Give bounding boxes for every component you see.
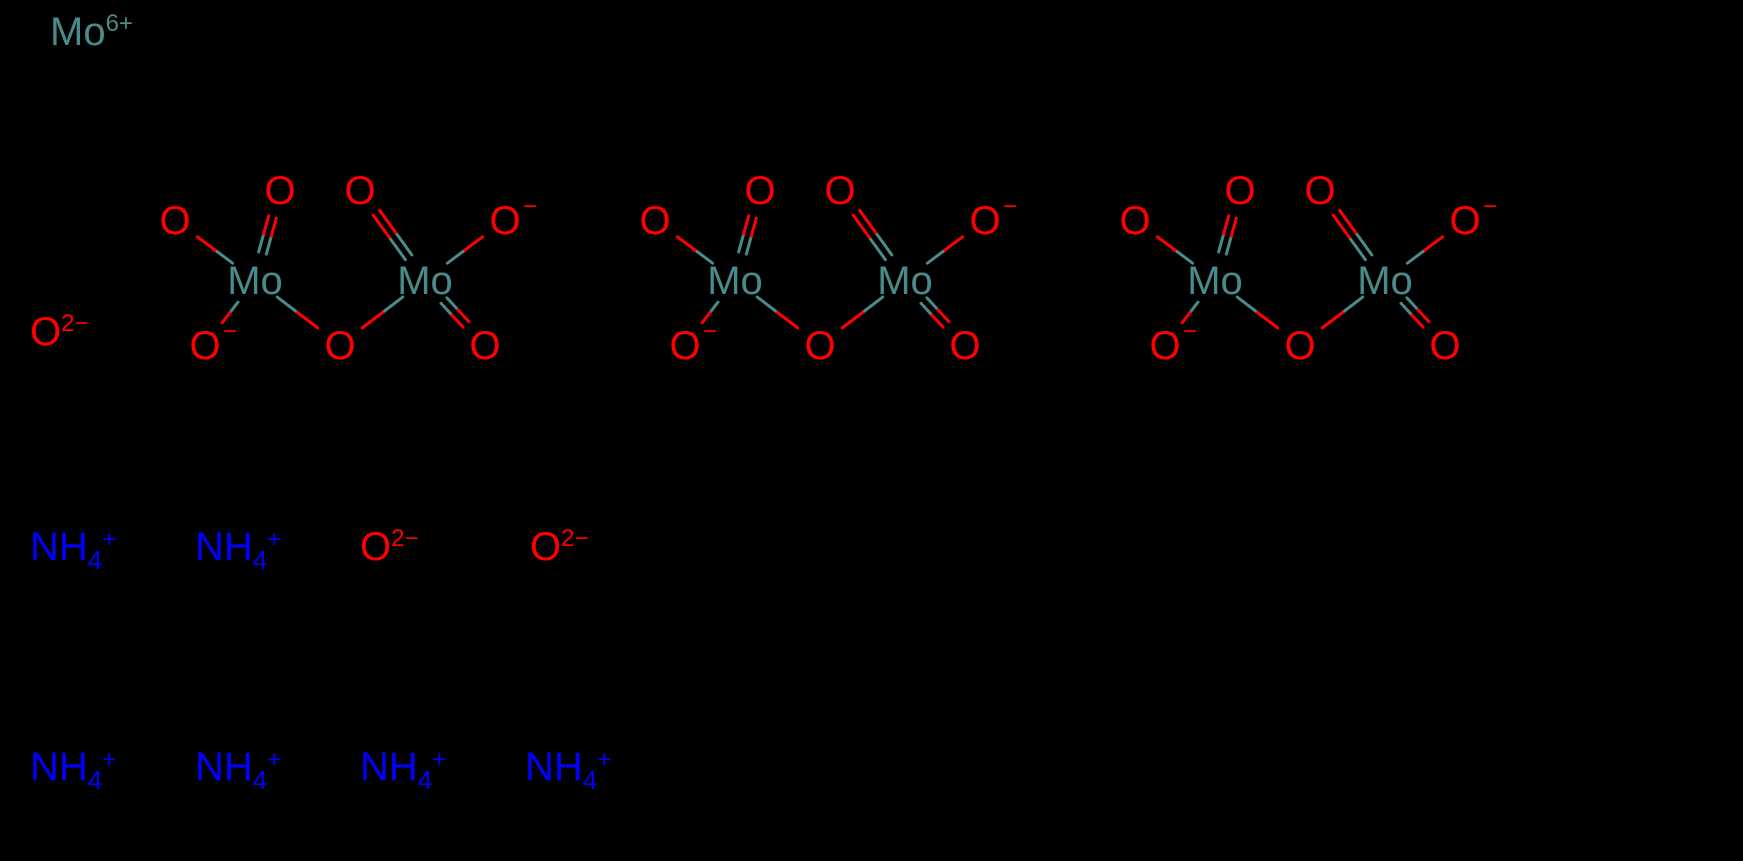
atom-label: O (344, 169, 375, 213)
dimolybdate-unit: MoMoOOOOO−O−O (639, 169, 1017, 368)
svg-text:O: O (1119, 199, 1150, 243)
svg-text:−: − (1003, 193, 1017, 220)
bond (1219, 216, 1237, 254)
svg-text:NH4+: NH4+ (30, 525, 116, 575)
svg-text:−: − (223, 318, 237, 345)
atom-label: O (1224, 169, 1255, 213)
ammonium-ion: NH4+ (525, 745, 611, 795)
svg-text:Mo6+: Mo6+ (50, 10, 133, 54)
svg-text:Mo: Mo (877, 259, 933, 303)
svg-text:O: O (1449, 199, 1480, 243)
bond (739, 216, 757, 254)
svg-text:O: O (744, 169, 775, 213)
atom-label: O (1284, 324, 1315, 368)
svg-text:−: − (523, 193, 537, 220)
ammonium-ion: NH4+ (30, 525, 116, 575)
dimolybdate-unit: MoMoOOOOO−O−O (159, 169, 537, 368)
atom-label: Mo (397, 259, 453, 303)
bond (853, 210, 892, 259)
svg-text:NH4+: NH4+ (30, 745, 116, 795)
svg-text:O: O (824, 169, 855, 213)
svg-text:O: O (949, 324, 980, 368)
atom-label: Mo (707, 259, 763, 303)
dimolybdate-unit: MoMoOOOOO−O−O (1119, 169, 1497, 368)
atom-label: Mo (1357, 259, 1413, 303)
atom-label: O (949, 324, 980, 368)
svg-text:O: O (1284, 324, 1315, 368)
atom-label: O (264, 169, 295, 213)
atom-label: O (639, 199, 670, 243)
svg-text:O: O (969, 199, 1000, 243)
molecule-diagram: MoMoOOOOO−O−OMoMoOOOOO−O−OMoMoOOOOO−O−OM… (0, 0, 1743, 861)
svg-text:O: O (804, 324, 835, 368)
ammonium-ion: NH4+ (195, 745, 281, 795)
atom-label: Mo (877, 259, 933, 303)
svg-text:O: O (1304, 169, 1335, 213)
bond (1237, 297, 1278, 328)
free-ion: O2− (360, 525, 419, 569)
svg-text:NH4+: NH4+ (195, 745, 281, 795)
atom-label: O− (1149, 318, 1197, 368)
svg-text:Mo: Mo (1357, 259, 1413, 303)
svg-text:NH4+: NH4+ (195, 525, 281, 575)
atom-label: O (324, 324, 355, 368)
atom-label: O− (669, 318, 717, 368)
bond (277, 297, 318, 328)
atom-label: O (824, 169, 855, 213)
bond (259, 216, 277, 254)
svg-text:O: O (189, 324, 220, 368)
bond (373, 210, 412, 259)
svg-text:O: O (639, 199, 670, 243)
atom-label: O (469, 324, 500, 368)
svg-text:Mo: Mo (227, 259, 283, 303)
svg-text:O: O (344, 169, 375, 213)
atom-label: O (804, 324, 835, 368)
svg-text:O2−: O2− (530, 525, 589, 569)
svg-text:O: O (159, 199, 190, 243)
svg-text:−: − (1483, 193, 1497, 220)
ammonium-ion: NH4+ (195, 525, 281, 575)
svg-text:Mo: Mo (1187, 259, 1243, 303)
svg-text:NH4+: NH4+ (525, 745, 611, 795)
svg-text:−: − (1183, 318, 1197, 345)
atom-label: O− (969, 193, 1017, 243)
svg-text:O: O (489, 199, 520, 243)
ammonium-ion: NH4+ (30, 745, 116, 795)
atom-label: O− (489, 193, 537, 243)
svg-text:O: O (264, 169, 295, 213)
atom-label: O (1429, 324, 1460, 368)
atom-label: Mo (1187, 259, 1243, 303)
atom-label: O− (189, 318, 237, 368)
svg-text:O: O (1224, 169, 1255, 213)
svg-text:NH4+: NH4+ (360, 745, 446, 795)
atom-label: Mo (227, 259, 283, 303)
svg-text:O: O (469, 324, 500, 368)
svg-text:O: O (1149, 324, 1180, 368)
bond (757, 297, 798, 328)
free-ion: O2− (30, 310, 89, 354)
svg-text:O: O (1429, 324, 1460, 368)
free-ion: O2− (530, 525, 589, 569)
atom-label: O (1119, 199, 1150, 243)
atom-label: O (159, 199, 190, 243)
svg-text:−: − (703, 318, 717, 345)
svg-text:Mo: Mo (707, 259, 763, 303)
atom-label: O− (1449, 193, 1497, 243)
svg-text:Mo: Mo (397, 259, 453, 303)
atom-label: O (1304, 169, 1335, 213)
svg-text:O2−: O2− (30, 310, 89, 354)
svg-text:O: O (669, 324, 700, 368)
bond (1333, 210, 1372, 259)
atom-label: O (744, 169, 775, 213)
free-ion: Mo6+ (50, 10, 133, 54)
svg-text:O: O (324, 324, 355, 368)
svg-text:O2−: O2− (360, 525, 419, 569)
ammonium-ion: NH4+ (360, 745, 446, 795)
